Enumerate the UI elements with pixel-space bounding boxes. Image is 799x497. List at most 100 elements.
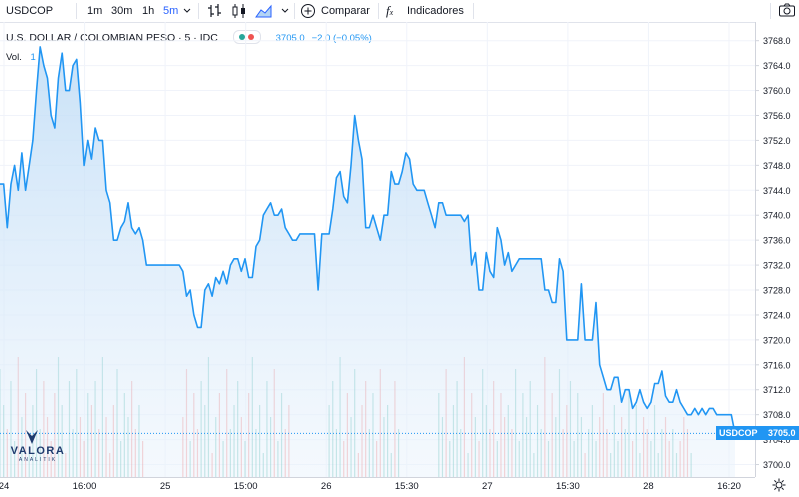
area-chart-icon[interactable] (255, 0, 273, 22)
price-axis[interactable]: 3700.03704.03708.03712.03716.03720.03724… (755, 22, 799, 477)
status-dot-icon (247, 34, 254, 40)
volume-bar (200, 381, 202, 477)
price-line (0, 46, 736, 434)
volume-bar (339, 357, 341, 477)
volume-bar (460, 429, 462, 477)
volume-bar (467, 453, 469, 477)
y-tick-label: 3768.0 (763, 36, 791, 46)
volume-bar (346, 393, 348, 477)
volume-bar (456, 381, 458, 477)
volume-bar (3, 405, 5, 477)
toolbar-divider (770, 3, 771, 19)
volume-bar (595, 441, 597, 477)
volume-bar (449, 441, 451, 477)
volume-bar (273, 369, 275, 477)
y-tick-label: 3756.0 (763, 111, 791, 121)
time-axis[interactable]: 24 16:00 25 15:00 26 15:30 27 15:30 28 16:20 (0, 477, 755, 493)
valora-logo: VALORA ANALITIK (8, 426, 68, 463)
volume-bar (284, 429, 286, 477)
volume-bar (259, 405, 261, 477)
price-tag: USDCOP 3705.0 (716, 426, 799, 441)
volume-bar (621, 417, 623, 477)
indicators-button[interactable]: Indicadores (407, 5, 464, 17)
volume-bar (610, 453, 612, 477)
gear-icon[interactable] (772, 478, 786, 492)
chart-title: U.S. DOLLAR / COLOMBIAN PESO · 5 · IDC (6, 31, 218, 44)
volume-bar (204, 405, 206, 477)
x-tick-label: 15:30 (556, 481, 580, 492)
volume-bar (222, 441, 224, 477)
toolbar-divider (294, 3, 295, 19)
volume-bar (522, 393, 524, 477)
compare-button[interactable]: Comparar (321, 5, 370, 17)
volume-bar (365, 381, 367, 477)
bar-chart-icon[interactable] (207, 0, 223, 22)
volume-bar (277, 441, 279, 477)
volume-bar (646, 429, 648, 477)
interval-5m[interactable]: 5m (163, 5, 179, 17)
volume-bar (127, 417, 129, 477)
volume-bar (131, 381, 133, 477)
volume-bar (354, 369, 356, 477)
interval-1m[interactable]: 1m (87, 5, 103, 17)
function-icon[interactable]: fx (386, 3, 394, 18)
chevron-down-icon[interactable] (279, 0, 291, 22)
x-tick-label: 26 (321, 481, 332, 492)
volume-bar (500, 393, 502, 477)
volume-bar (679, 441, 681, 477)
volume-bar (280, 393, 283, 477)
y-tick-label: 3728.0 (763, 286, 791, 296)
volume-bar (511, 429, 513, 477)
volume-bar (525, 417, 528, 477)
volume-bar (72, 429, 74, 477)
volume-bar (255, 429, 257, 477)
volume-bar (452, 405, 455, 477)
volume-bar (474, 417, 476, 477)
volume-bar (196, 429, 199, 477)
volume-legend: Vol. 1 (6, 52, 36, 63)
volume-bar (558, 369, 561, 477)
interval-1h[interactable]: 1h (142, 5, 155, 17)
y-tick-label: 3760.0 (763, 86, 791, 96)
volume-bar (573, 441, 575, 477)
volume-bar (635, 405, 637, 477)
volume-bar (343, 441, 345, 477)
x-tick-label: 28 (643, 481, 654, 492)
camera-icon[interactable] (778, 0, 796, 22)
volume-bar (120, 441, 122, 477)
chevron-down-icon[interactable] (181, 0, 193, 22)
candles-icon[interactable] (231, 0, 247, 22)
volume-bar (602, 393, 604, 477)
volume-bar (504, 417, 506, 477)
logo-subtitle: ANALITIK (18, 457, 58, 463)
volume-bar (207, 357, 210, 477)
volume-bar (471, 393, 473, 477)
volume-bars (0, 357, 692, 477)
volume-bar (193, 393, 195, 477)
volume-bar (288, 405, 290, 477)
volume-bar (632, 441, 634, 477)
symbol-search[interactable]: USDCOP (6, 5, 54, 17)
x-tick-label: 24 (0, 481, 9, 492)
volume-bar (555, 417, 557, 477)
volume-bar (83, 441, 85, 477)
market-status-badge (232, 30, 261, 44)
volume-bar (90, 405, 93, 477)
toolbar-divider (378, 3, 379, 19)
volume-bar (269, 417, 272, 477)
volume-bar (529, 381, 531, 477)
volume-bar (613, 405, 615, 477)
interval-30m[interactable]: 30m (111, 5, 133, 17)
volume-bar (105, 417, 107, 477)
toolbar-divider (198, 3, 199, 19)
volume-bar (357, 453, 359, 477)
volume-bar (599, 417, 601, 477)
volume-bar (98, 429, 100, 477)
volume-bar (536, 405, 539, 477)
volume-bar (438, 393, 440, 477)
volume-bar (237, 381, 239, 477)
plus-circle-icon[interactable] (300, 0, 316, 22)
y-tick-label: 3748.0 (763, 161, 791, 171)
volume-bar (376, 441, 378, 477)
